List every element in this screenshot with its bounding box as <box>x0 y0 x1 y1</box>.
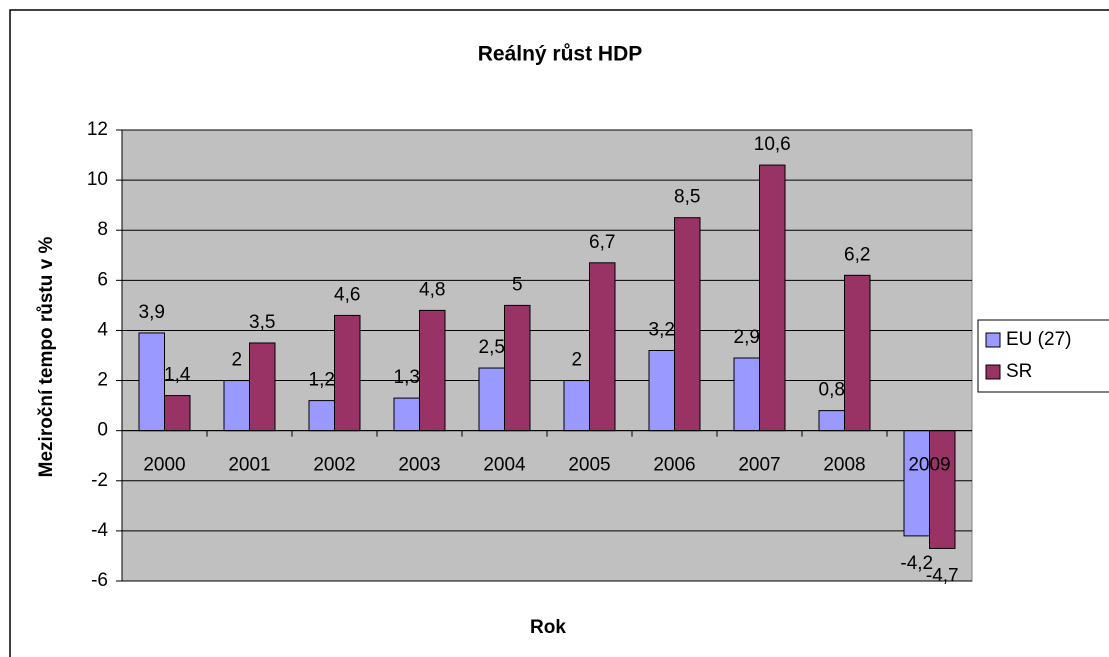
x-tick-label: 2004 <box>483 455 526 476</box>
data-label: -4,7 <box>926 565 959 586</box>
y-tick-label: -2 <box>91 470 108 491</box>
x-tick-label: 2003 <box>398 455 440 476</box>
bar <box>844 274 871 432</box>
data-label: 3,5 <box>249 312 275 333</box>
chart-title: Reálný růst HDP <box>478 43 643 66</box>
data-label: 2,5 <box>479 337 505 358</box>
data-label: 1,3 <box>394 367 420 388</box>
legend-label: SR <box>1006 361 1032 382</box>
legend <box>977 319 1109 393</box>
bar <box>563 380 590 432</box>
bar <box>223 380 250 432</box>
y-tick-label: -4 <box>91 520 108 541</box>
data-label: 2 <box>571 350 582 371</box>
data-label: 1,4 <box>164 365 191 386</box>
y-tick-label: 2 <box>97 370 108 391</box>
x-tick-label: 2006 <box>653 455 695 476</box>
bar <box>164 395 191 432</box>
bar <box>648 349 675 432</box>
data-label: 3,9 <box>139 302 165 323</box>
y-tick-label: 8 <box>97 219 108 240</box>
y-axis-label: Meziroční tempo růstu v % <box>36 237 57 478</box>
y-tick-label: 12 <box>87 119 108 140</box>
bar <box>334 314 361 432</box>
data-label: -4,2 <box>900 553 933 574</box>
bar <box>249 342 276 432</box>
data-label: 1,2 <box>309 370 335 391</box>
y-tick-label: 10 <box>87 169 108 190</box>
bar <box>308 400 335 432</box>
bar <box>733 357 760 432</box>
x-tick-label: 2000 <box>143 455 185 476</box>
data-label: 6,7 <box>589 232 615 253</box>
y-tick-label: 6 <box>97 269 108 290</box>
y-tick-label: 0 <box>97 420 108 441</box>
y-tick-label: -6 <box>91 570 108 591</box>
data-label: 10,6 <box>754 134 791 155</box>
bar <box>419 309 446 432</box>
x-tick-label: 2002 <box>313 455 355 476</box>
data-label: 4,8 <box>419 279 445 300</box>
bar <box>138 332 165 432</box>
x-tick-label: 2007 <box>738 455 780 476</box>
x-tick-label: 2001 <box>228 455 270 476</box>
legend-label: EU (27) <box>1006 329 1071 350</box>
data-label: 5 <box>512 274 523 295</box>
x-tick-label: 2008 <box>823 455 865 476</box>
y-tick-label: 4 <box>97 319 108 340</box>
bar <box>818 410 845 432</box>
bar <box>929 430 956 549</box>
data-label: 8,5 <box>674 187 700 208</box>
bar <box>393 397 420 432</box>
data-label: 4,6 <box>334 284 360 305</box>
data-label: 3,2 <box>649 320 675 341</box>
data-label: 6,2 <box>844 244 870 265</box>
data-label: 2 <box>231 350 242 371</box>
data-label: 0,8 <box>819 380 845 401</box>
x-tick-label: 2005 <box>568 455 610 476</box>
x-tick-label: 2009 <box>908 455 950 476</box>
bar <box>504 304 531 432</box>
x-axis-label: Rok <box>530 617 566 638</box>
bar <box>903 430 930 537</box>
bar <box>759 164 786 432</box>
bar <box>589 262 616 432</box>
legend-swatch <box>985 332 1001 348</box>
data-label: 2,9 <box>734 327 760 348</box>
bar <box>674 217 701 432</box>
legend-swatch <box>985 364 1001 380</box>
bar <box>478 367 505 432</box>
